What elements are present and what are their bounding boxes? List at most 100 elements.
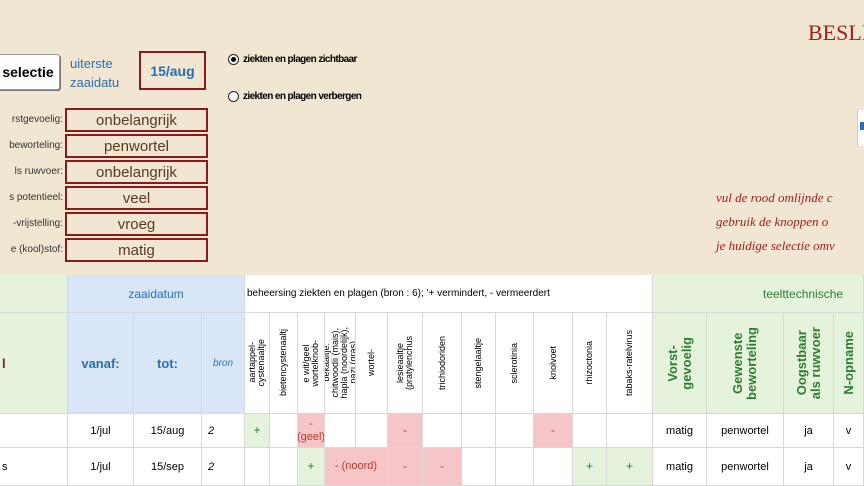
disease-cell [496,414,534,448]
disease-column-header: aartappel- cystenaaltje [245,313,270,414]
disease-cell: - [534,414,573,448]
column-header-label: Oogstbaar als ruwvoer [793,326,823,400]
column-header-label: wortel- [366,349,376,377]
instruction-line: vul de rood omlijnde c [716,190,833,205]
filter-field[interactable]: veel [65,186,208,210]
disease-cell [270,414,298,448]
column-header-label: bekaaltje: chitwoodii (mais), hapla (noo… [325,327,356,399]
disease-cell: - (noord) [325,448,388,486]
page-title: BESLIS [808,20,864,45]
teelt-cell: penwortel [707,448,784,486]
teelt-cell: v [834,414,864,448]
filter-field[interactable]: matig [65,238,208,262]
column-header-label: trichiodoriden [436,335,447,391]
disease-cell [534,448,573,486]
disease-cell: - [388,448,423,486]
group-teelt: teelttechnische [653,275,864,313]
disease-cell [325,414,356,448]
column-tot: tot: [134,313,202,414]
disease-cell [462,448,496,486]
disease-column-header: bietencystenaaltj [270,313,298,414]
teelt-column-header: Oogstbaar als ruwvoer [784,313,834,414]
disease-column-header: stengelaaltje [462,313,496,414]
disease-cell [423,414,462,448]
column-header-label: aartappel- cystenaaltje [247,339,266,387]
side-widget [857,110,864,146]
teelt-column-header: N-opname [834,313,864,414]
disease-column-header: trichiodoriden [423,313,462,414]
column-header-label: knolvoet [547,346,558,380]
disease-cell: - [423,448,462,486]
disease-cell [270,448,298,486]
filter-label: ls ruwvoer: [14,166,63,177]
date-input[interactable]: 15/aug [139,51,206,90]
cell-tot: 15/aug [134,414,202,448]
column-bron: bron [202,313,245,414]
teelt-column-header: Vorst- gevoelig [653,313,707,414]
cell-bron: 2 [202,414,245,448]
filter-field[interactable]: penwortel [65,134,208,158]
column-header-label: Gewenste beworteling [730,326,759,400]
disease-cell [356,414,388,448]
group-ziekten: beheersing ziekten en plagen (bron : 6);… [245,275,653,313]
filter-field[interactable]: onbelangrijk [65,108,208,132]
column-header-label: lesieaaltje (pratylenchus [395,335,414,391]
disease-column-header: bekaaltje: chitwoodii (mais), hapla (noo… [325,313,356,414]
column-header-label: Vorst- gevoelig [664,336,694,390]
column-header-label: bietencystenaaltj [278,329,288,397]
column-header-label: N-opname [840,331,856,395]
disease-column-header: lesieaaltje (pratylenchus [388,313,423,414]
disease-column-header: tabaks-ratelvirus [607,313,653,414]
row-header-label: l [0,313,68,414]
disease-column-header: sclerotinia [496,313,534,414]
disease-cell: + [573,448,607,486]
disease-column-header: rhizoctonia [573,313,607,414]
column-header-label: sclerotinia [509,342,519,384]
filter-field[interactable]: onbelangrijk [65,160,208,184]
disease-column-header: knolvoet [534,313,573,414]
disease-cell [607,414,653,448]
disease-column-header: wortel- [356,313,388,414]
disease-cell [573,414,607,448]
filter-label: rstgevoelig: [11,114,63,125]
cell-vanaf: 1/jul [68,448,134,486]
date-label: uiterste zaaidatu [70,56,120,90]
instruction-line: je huidige selectie omv [716,238,835,253]
radio-selected-icon [228,54,239,65]
column-header-label: tabaks-ratelvirus [624,329,634,397]
radio-unselected-icon [228,91,239,102]
disease-cell: - (geel) [298,414,325,448]
selection-button[interactable]: selectie [0,54,60,90]
teelt-cell: penwortel [707,414,784,448]
column-header-label: e wit/geel wortelknob- [301,339,320,387]
radio-label: ziekten en plagen zichtbaar [243,54,357,65]
column-vanaf: vanaf: [68,313,134,414]
teelt-cell: ja [784,414,834,448]
cell-vanaf: 1/jul [68,414,134,448]
radio-diseases-hidden[interactable]: ziekten en plagen verbergen [228,91,362,102]
disease-cell: + [298,448,325,486]
disease-cell [496,448,534,486]
table-corner [0,275,68,313]
column-header-label: stengelaaltje [473,337,483,389]
cell-bron: 2 [202,448,245,486]
filter-field[interactable]: vroeg [65,212,208,236]
cell-tot: 15/sep [134,448,202,486]
disease-cell [462,414,496,448]
instruction-line: gebruik de knoppen o [716,214,829,229]
teelt-cell: v [834,448,864,486]
teelt-cell: matig [653,448,707,486]
row-name [0,414,68,448]
filter-label: e (kool)stof: [10,244,63,255]
column-header-label: rhizoctonia [584,341,594,385]
teelt-cell: ja [784,448,834,486]
disease-cell: - [388,414,423,448]
radio-diseases-visible[interactable]: ziekten en plagen zichtbaar [228,54,357,65]
radio-label: ziekten en plagen verbergen [243,91,362,102]
group-zaaidatum: zaaidatum [68,275,245,313]
teelt-column-header: Gewenste beworteling [707,313,784,414]
disease-cell [245,448,270,486]
filter-label: beworteling: [9,140,63,151]
filter-label: s potentieel: [9,192,63,203]
teelt-cell: matig [653,414,707,448]
